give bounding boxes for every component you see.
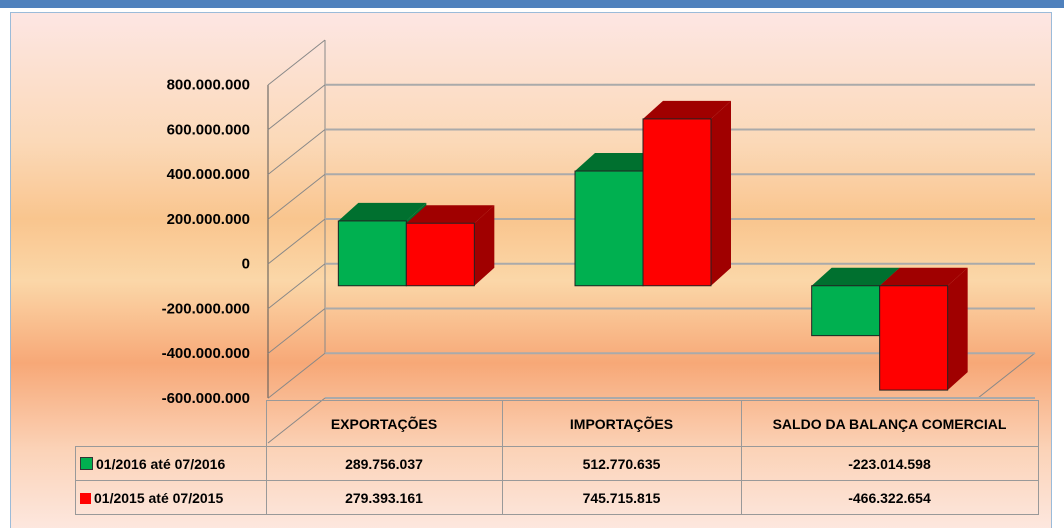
legend-label: 01/2015 até 07/2015: [94, 489, 224, 506]
category: EXPORTAÇÕES: [265, 400, 503, 447]
bar: [642, 118, 712, 287]
series-row: 01/2016 até 07/2016 289.756.037 512.770.…: [75, 446, 1039, 481]
corner: [76, 401, 267, 447]
value-cell: 745.715.815: [501, 480, 742, 515]
legend-entry: 01/2015 até 07/2015: [75, 480, 267, 515]
bar-side: [947, 267, 968, 391]
y-tick-label: 200.000.000: [167, 211, 250, 228]
category: IMPORTAÇÕES: [501, 400, 742, 447]
grid-line: [267, 84, 326, 131]
y-tick-label: 0: [242, 256, 250, 273]
y-tick-label: -200.000.000: [162, 300, 250, 317]
grid-line: [267, 308, 326, 354]
header-row: EXPORTAÇÕES IMPORTAÇÕES SALDO DA BALANÇA…: [76, 400, 1039, 447]
y-tick-label: 400.000.000: [167, 166, 250, 183]
y-tick-label: -600.000.000: [162, 390, 250, 407]
bar-top: [811, 267, 900, 286]
title-strip: [0, 0, 1064, 8]
axis-line: [977, 352, 1036, 399]
y-tick-label: 800.000.000: [167, 77, 250, 94]
grid-line: [267, 352, 326, 399]
bar: [574, 170, 644, 287]
bar: [811, 285, 881, 337]
category: SALDO DA BALANÇA COMERCIAL: [740, 400, 1039, 447]
bar: [879, 285, 949, 391]
bar-top: [338, 202, 427, 221]
bar-side: [474, 205, 495, 286]
value-cell: 289.756.037: [265, 446, 503, 481]
legend-label: 01/2016 até 07/2016: [96, 455, 226, 472]
bar: [337, 220, 407, 287]
y-tick-label: 600.000.000: [167, 121, 250, 138]
grid-line: [267, 218, 326, 265]
value-cell: -223.014.598: [740, 446, 1039, 481]
legend-swatch: [80, 456, 93, 470]
bar-top: [575, 153, 663, 172]
legend-entry: 01/2016 até 07/2016: [75, 446, 267, 481]
legend-swatch: [80, 492, 91, 504]
bar-top: [406, 205, 495, 224]
grid-line: [267, 173, 326, 220]
grid-line: [267, 129, 326, 175]
axis-line: [267, 39, 326, 86]
value-cell: 279.393.161: [265, 480, 503, 515]
bar: [405, 222, 475, 287]
value-cell: 512.770.635: [501, 446, 742, 481]
value-cell: -466.322.654: [740, 480, 1039, 515]
bar-top: [643, 100, 731, 119]
y-tick-label: -400.000.000: [162, 345, 250, 362]
series-row: 01/2015 até 07/2015 279.393.161 745.715.…: [75, 480, 1039, 515]
data-table: EXPORTAÇÕES IMPORTAÇÕES SALDO DA BALANÇA…: [75, 400, 1039, 515]
grid-line: [267, 263, 326, 310]
bar-top: [879, 267, 968, 286]
bar-side: [711, 100, 731, 286]
